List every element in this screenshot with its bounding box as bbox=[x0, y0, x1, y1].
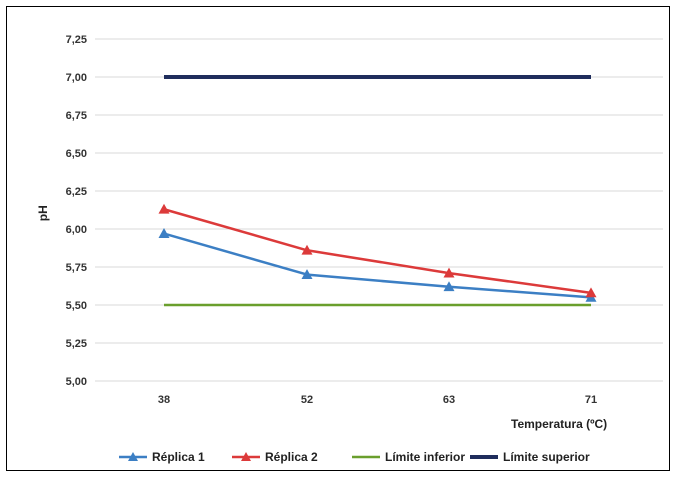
y-tick-labels: 5,00 5,25 5,50 5,75 6,00 6,25 6,50 6,75 7,00 7,25 bbox=[66, 34, 87, 388]
line-chart: 5,00 5,25 5,50 5,75 6,00 6,25 6,50 6,75 7,00 7,25… bbox=[36, 34, 663, 464]
y-tick-label: 5,75 bbox=[66, 262, 87, 274]
x-tick-labels: 38 52 63 71 bbox=[158, 394, 597, 406]
y-tick-label: 5,00 bbox=[66, 376, 87, 388]
y-tick-label: 6,75 bbox=[66, 110, 87, 122]
data-point bbox=[158, 228, 170, 238]
data-point bbox=[301, 269, 313, 279]
legend-label: Límite superior bbox=[503, 450, 590, 464]
y-tick-label: 5,50 bbox=[66, 300, 87, 312]
data-point bbox=[301, 244, 313, 255]
legend-label: Réplica 1 bbox=[152, 450, 205, 464]
x-axis-title: Temperatura (ºC) bbox=[511, 417, 607, 431]
series-group bbox=[158, 75, 597, 307]
y-tick-label: 6,00 bbox=[66, 224, 87, 236]
data-point bbox=[443, 281, 455, 292]
y-tick-label: 6,50 bbox=[66, 148, 87, 160]
data-point bbox=[585, 287, 597, 298]
y-tick-label: 7,00 bbox=[66, 72, 87, 84]
x-tick-label: 71 bbox=[585, 394, 597, 406]
y-tick-label: 7,25 bbox=[66, 34, 87, 46]
series-line-1 bbox=[163, 232, 592, 299]
legend-label: Réplica 2 bbox=[265, 450, 318, 464]
grid-lines bbox=[95, 38, 663, 382]
legend-label: Límite inferior bbox=[385, 450, 465, 464]
legend-marker bbox=[241, 452, 251, 461]
x-tick-label: 63 bbox=[443, 394, 455, 406]
y-tick-label: 6,25 bbox=[66, 186, 87, 198]
legend: Réplica 1 Réplica 2 Límite inferior Límite … bbox=[119, 450, 590, 464]
x-tick-label: 38 bbox=[158, 394, 170, 406]
data-point bbox=[443, 267, 455, 278]
y-tick-label: 5,25 bbox=[66, 338, 87, 350]
chart-frame: 5,00 5,25 5,50 5,75 6,00 6,25 6,50 6,75 7,00 7,25… bbox=[6, 6, 670, 471]
data-point bbox=[158, 203, 170, 214]
series-line-2 bbox=[163, 208, 592, 295]
legend-marker bbox=[128, 452, 138, 461]
x-tick-label: 52 bbox=[301, 394, 313, 406]
y-axis-title: pH bbox=[36, 205, 50, 221]
